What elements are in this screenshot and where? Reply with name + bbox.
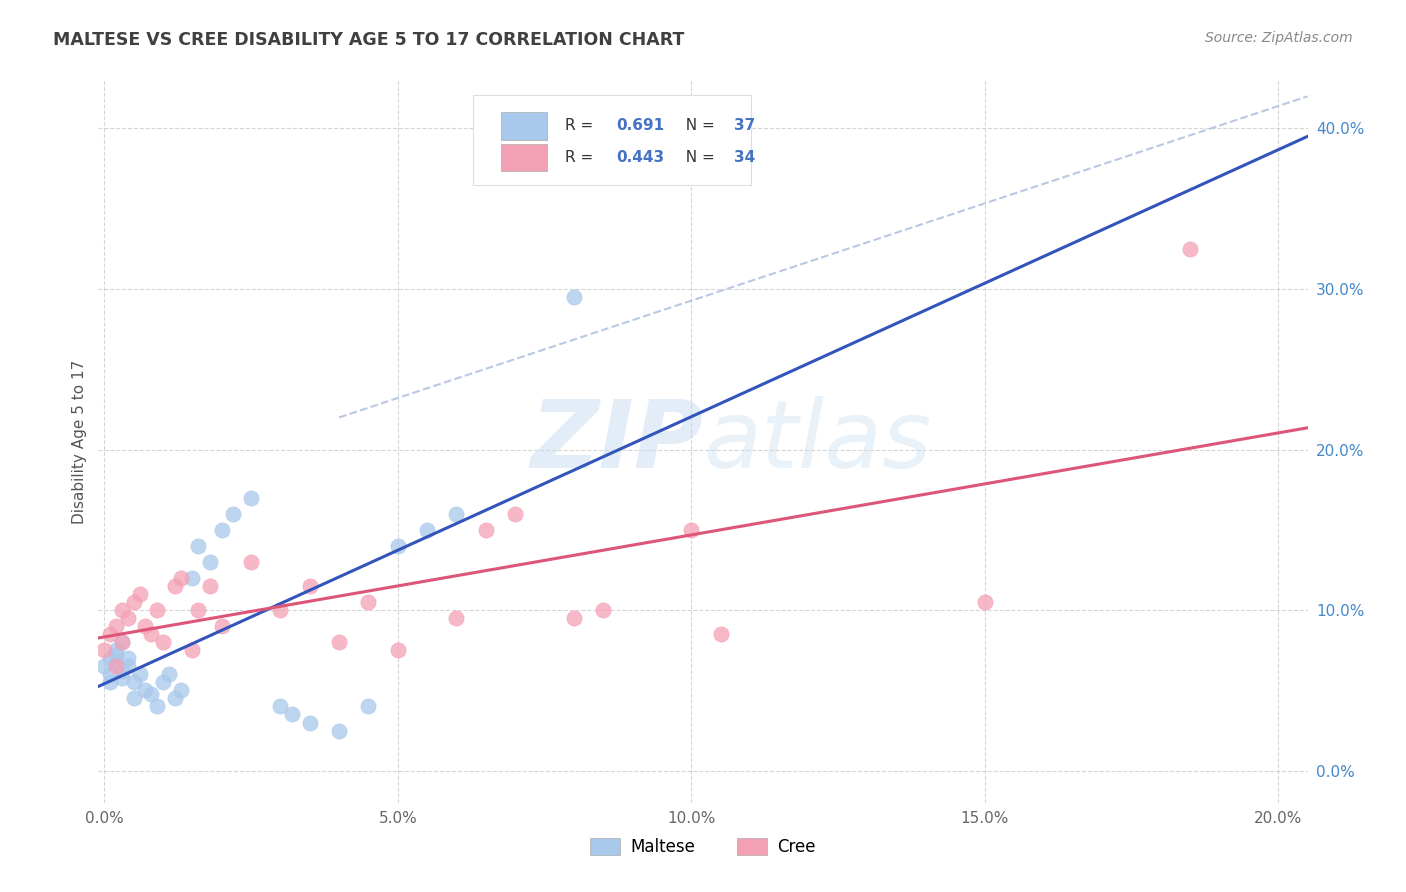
Point [387, 643, 409, 657]
Point [93, 643, 115, 657]
Point [240, 555, 263, 569]
Point [134, 619, 156, 633]
Point [98, 627, 121, 641]
Point [128, 667, 150, 681]
Point [134, 683, 156, 698]
Point [117, 611, 139, 625]
Point [122, 595, 145, 609]
Point [681, 523, 703, 537]
Point [298, 579, 321, 593]
Point [181, 643, 204, 657]
Point [111, 603, 134, 617]
Point [973, 595, 995, 609]
Point [269, 699, 291, 714]
Legend: Maltese, Cree: Maltese, Cree [583, 831, 823, 863]
Text: 37: 37 [734, 119, 755, 133]
Point [152, 635, 174, 649]
Point [503, 507, 526, 521]
Text: 0.691: 0.691 [616, 119, 664, 133]
Y-axis label: Disability Age 5 to 17: Disability Age 5 to 17 [72, 359, 87, 524]
Point [169, 571, 191, 585]
Text: N =: N = [676, 119, 720, 133]
Point [98, 675, 121, 690]
Point [187, 603, 209, 617]
Point [146, 699, 169, 714]
Text: 0.443: 0.443 [616, 150, 664, 165]
Point [105, 659, 128, 673]
Point [592, 603, 614, 617]
Point [163, 579, 186, 593]
Text: atlas: atlas [703, 396, 931, 487]
Point [198, 579, 221, 593]
Point [357, 595, 380, 609]
Point [111, 664, 134, 678]
Text: 34: 34 [734, 150, 755, 165]
Point [198, 555, 221, 569]
Text: R =: R = [565, 119, 599, 133]
Point [105, 648, 128, 662]
Point [357, 699, 380, 714]
Point [111, 635, 134, 649]
Text: MALTESE VS CREE DISABILITY AGE 5 TO 17 CORRELATION CHART: MALTESE VS CREE DISABILITY AGE 5 TO 17 C… [53, 31, 685, 49]
Point [111, 671, 134, 685]
Point [146, 603, 169, 617]
Point [211, 619, 233, 633]
Point [240, 491, 263, 505]
Point [152, 675, 174, 690]
Text: R =: R = [565, 150, 599, 165]
FancyBboxPatch shape [474, 95, 751, 185]
Point [1180, 242, 1202, 256]
Point [141, 627, 163, 641]
Point [181, 571, 204, 585]
Point [446, 507, 468, 521]
Point [93, 659, 115, 673]
Bar [501, 112, 547, 139]
Point [128, 587, 150, 601]
Point [169, 683, 191, 698]
Point [328, 723, 350, 738]
Point [105, 643, 128, 657]
Point [157, 667, 180, 681]
Point [562, 290, 585, 304]
Point [117, 659, 139, 673]
Point [222, 507, 245, 521]
Point [122, 691, 145, 706]
Point [298, 715, 321, 730]
Point [328, 635, 350, 649]
Point [141, 687, 163, 701]
Text: ZIP: ZIP [530, 395, 703, 488]
Bar [501, 144, 547, 171]
Point [710, 627, 733, 641]
Point [98, 651, 121, 665]
Point [269, 603, 291, 617]
Point [211, 523, 233, 537]
Point [387, 539, 409, 553]
Text: Source: ZipAtlas.com: Source: ZipAtlas.com [1205, 31, 1353, 45]
Point [562, 611, 585, 625]
Text: N =: N = [676, 150, 720, 165]
Point [98, 667, 121, 681]
Point [187, 539, 209, 553]
Point [281, 707, 304, 722]
Point [122, 675, 145, 690]
Point [446, 611, 468, 625]
Point [416, 523, 439, 537]
Point [117, 651, 139, 665]
Point [105, 619, 128, 633]
Point [475, 523, 498, 537]
Point [105, 655, 128, 669]
Point [111, 635, 134, 649]
Point [163, 691, 186, 706]
